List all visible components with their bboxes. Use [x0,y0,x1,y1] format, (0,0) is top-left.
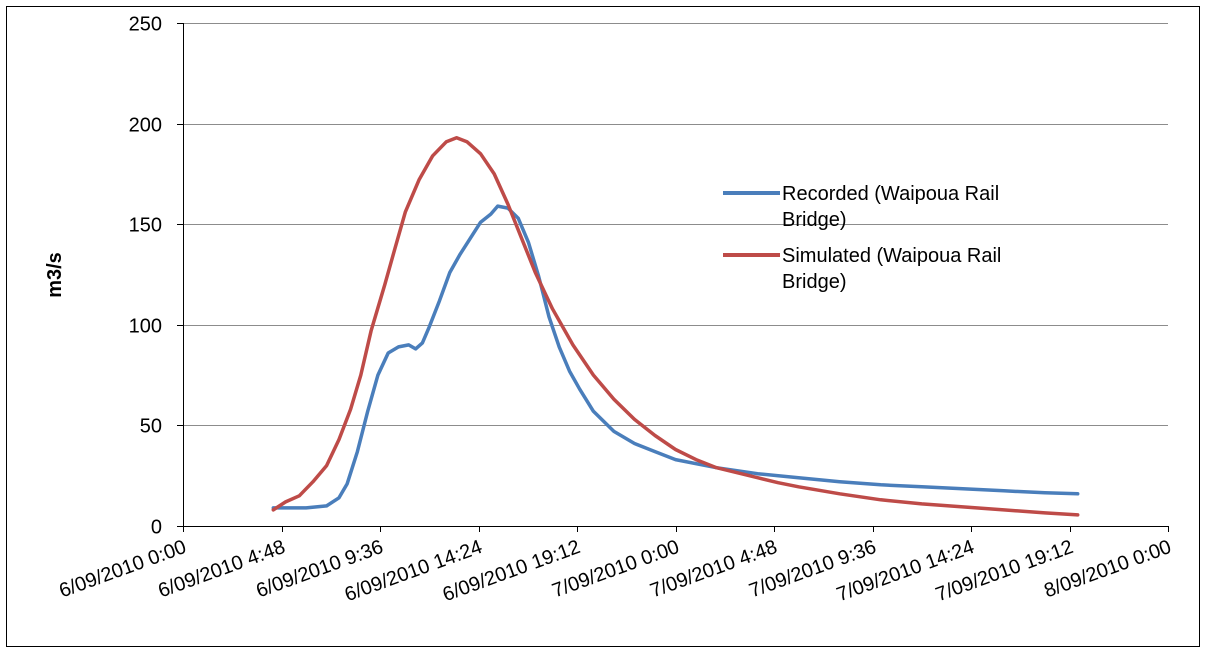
y-tick-label: 200 [129,115,162,137]
series-lines [271,135,1080,517]
y-axis-label: m3/s [44,252,66,298]
legend-label: Bridge) [782,209,846,231]
y-tick-label: 250 [129,14,162,36]
series-line [271,135,1080,517]
legend-label: Recorded (Waipoua Rail [782,183,999,205]
legend-label: Simulated (Waipoua Rail [782,245,1001,267]
y-tick-label: 50 [140,416,162,438]
legend: Recorded (Waipoua Rail Bridge) Simulated (… [723,183,1001,293]
y-tick-label: 150 [129,215,162,237]
legend-label: Bridge) [782,271,846,293]
gridlines [183,23,1168,426]
y-tick-label: 0 [151,517,162,539]
chart-border [6,6,1200,647]
y-tick-label: 100 [129,316,162,338]
